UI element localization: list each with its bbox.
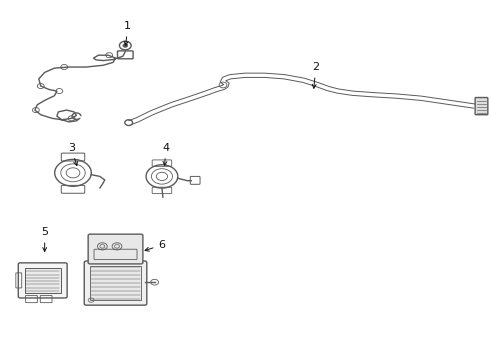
FancyBboxPatch shape [18, 263, 67, 298]
Text: 3: 3 [68, 143, 77, 166]
Text: 2: 2 [312, 62, 319, 88]
Text: 5: 5 [41, 228, 48, 251]
Circle shape [123, 44, 128, 47]
FancyBboxPatch shape [90, 266, 142, 301]
FancyBboxPatch shape [84, 261, 147, 305]
Text: 4: 4 [162, 143, 170, 165]
Text: 1: 1 [124, 21, 131, 45]
FancyBboxPatch shape [475, 98, 488, 115]
Text: 6: 6 [145, 240, 166, 251]
FancyBboxPatch shape [88, 234, 143, 264]
FancyBboxPatch shape [24, 267, 61, 293]
